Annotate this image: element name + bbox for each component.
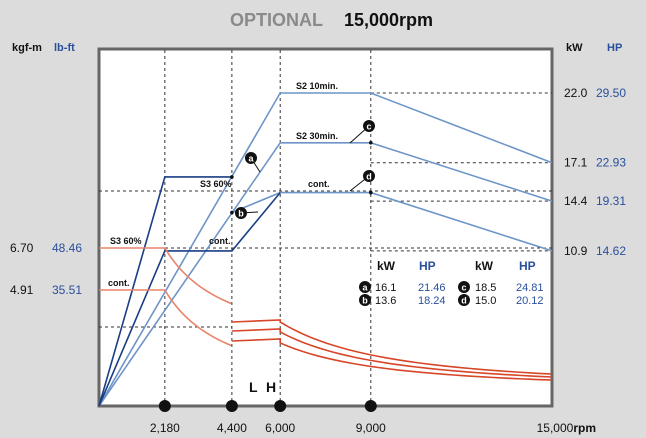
power-line-1 [98,141,553,407]
x-tick-label-0: 2,180 [150,421,180,435]
table-marker-b [359,294,371,306]
label-s2-30min: S2 30min. [296,131,338,141]
series-lines [98,92,553,407]
label-cont-power: cont. [209,236,231,246]
chart-title: 15,000rpm [344,10,433,30]
marker-d-glyph: d [366,172,372,182]
x-tick-unit: rpm [573,421,596,435]
right-axis-unit-imperial: HP [607,42,622,54]
power-line-0 [98,92,553,407]
title-prefix: OPTIONAL [230,10,323,30]
table-marker-d-glyph: d [461,296,467,306]
series-labels: S2 10min. S2 30min. S3 60% cont. cont. S3 60%… [108,81,375,288]
power-line-2 [98,176,232,407]
marker-d [363,170,375,182]
table-marker-a [359,281,371,293]
table-a-kw: 16.1 [375,282,396,294]
power-tick-kw-1: 17.1 [564,156,588,170]
table-header-hp-2: HP [519,259,536,273]
table-b-kw: 13.6 [375,295,396,307]
x-tick-label-4: 15,000rpm [537,421,596,435]
marker-dot-c [369,140,373,145]
table-d-kw: 15.0 [475,295,496,307]
marker-c-glyph: c [366,122,371,132]
x-tick-label-2: 6,000 [265,421,295,435]
plot-frame [97,47,554,408]
table-marker-b-glyph: b [362,296,368,306]
right-axis-unit-metric: kW [566,42,583,54]
marker-b [235,207,247,219]
high-range-marker: H [266,379,276,395]
torque-tick-kgfm-0: 6.70 [10,241,34,255]
torque-high-line-2 [231,338,553,381]
label-s3-60-torque: S3 60% [110,236,142,246]
x-tick-value-4: 15,000 [537,421,574,435]
marker-a-glyph: a [248,154,254,164]
power-tick-hp-1: 22.93 [596,156,626,170]
label-s3-60-power: S3 60% [200,179,232,189]
marker-dot-b [230,210,234,215]
label-cont-power-high: cont. [308,179,330,189]
x-tick-dot-0 [158,400,171,412]
left-axis-unit-metric: kgf-m [12,42,42,54]
torque-line-0 [99,247,232,305]
table-marker-c-glyph: c [461,283,466,293]
torque-tick-lbft-0: 48.46 [52,241,82,255]
marker-dot-d [369,190,373,195]
table-marker-a-glyph: a [362,283,368,293]
table-marker-d [458,294,470,306]
torque-high-line-1 [231,328,553,378]
torque-tick-kgfm-1: 4.91 [10,283,34,297]
power-line-3 [231,191,553,252]
x-tick-dot-2 [274,400,287,412]
label-cont-torque: cont. [108,278,130,288]
power-tick-kw-2: 14.4 [564,194,588,208]
table-b-hp: 18.24 [418,295,446,307]
table-header-hp-1: HP [419,259,436,273]
grid-lines [99,50,552,406]
table-a-hp: 21.46 [418,282,446,294]
x-tick-label-3: 9,000 [356,421,386,435]
table-d-hp: 20.12 [516,295,544,307]
left-axis-unit-imperial: lb-ft [54,42,75,54]
power-tick-hp-0: 29.50 [596,86,626,100]
table-c-hp: 24.81 [516,282,544,294]
torque-tick-lbft-1: 35.51 [52,283,82,297]
power-line-4 [98,192,281,407]
low-range-marker: L [249,379,258,395]
table-header-kw-1: kW [377,259,396,273]
table-marker-c [458,281,470,293]
torque-line-1 [99,289,232,347]
label-s2-10min: S2 10min. [296,81,338,91]
power-tick-kw-0: 22.0 [564,86,588,100]
marker-dot-a [230,175,234,179]
x-tick-dot-1 [225,400,238,412]
table-c-kw: 18.5 [475,282,496,294]
torque-high-line-0 [231,319,553,375]
x-tick-label-1: 4,400 [217,421,247,435]
marker-a [245,152,257,164]
power-tick-kw-3: 10.9 [564,244,588,258]
table-header-kw-2: kW [475,259,494,273]
power-tick-hp-3: 14.62 [596,244,626,258]
x-tick-dot-3 [364,400,377,412]
power-table: kW HP kW HP a 16.1 21.46 c 18.5 24.81 b … [359,259,544,307]
power-tick-hp-2: 19.31 [596,194,626,208]
marker-b-glyph: b [238,209,244,219]
axis-ticks: 22.0 29.50 17.1 22.93 14.4 19.31 10.9 14.62 6.70… [10,86,626,435]
marker-c [363,120,375,132]
